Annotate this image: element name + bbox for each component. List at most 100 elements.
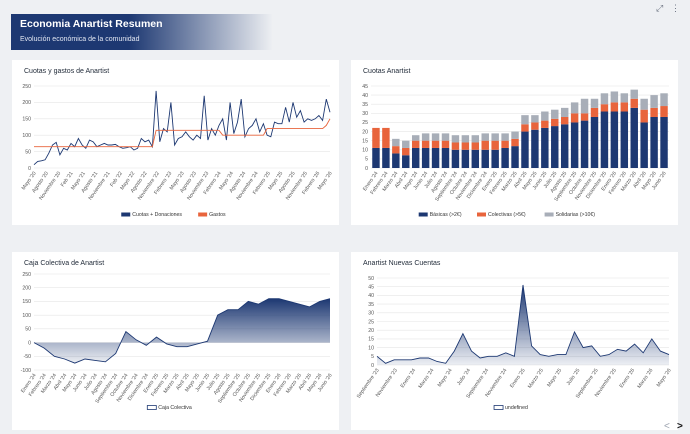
bar-segment (521, 115, 529, 125)
bar-segment (541, 120, 549, 128)
bar-segment (551, 109, 559, 119)
legend-swatch (418, 212, 428, 217)
bar-segment (650, 95, 658, 108)
bar-segment (560, 124, 569, 168)
bar-segment (610, 102, 619, 112)
y-tick-label: 15 (368, 337, 374, 343)
bar-segment (620, 102, 629, 112)
bar-segment (511, 138, 519, 147)
bar-segment (372, 147, 380, 168)
bar-segment (580, 113, 589, 121)
bar-segment (382, 127, 390, 148)
y-tick-label: 20 (368, 328, 374, 334)
bar-segment (501, 133, 509, 141)
bar-segment (402, 140, 410, 148)
bar-segment (451, 142, 460, 150)
legend-label: Solidarias (>10€) (556, 212, 596, 218)
bar-segment (501, 140, 509, 148)
bar-segment (660, 93, 668, 107)
more-icon[interactable]: ⋮ (671, 3, 680, 13)
bar-segment (580, 120, 589, 168)
y-tick-label: 150 (22, 299, 31, 305)
expand-icon[interactable]: ⤢ (656, 3, 664, 13)
legend-swatch (477, 212, 486, 217)
y-tick-label: 0 (371, 363, 374, 369)
bar-segment (551, 118, 559, 127)
y-tick-label: 50 (25, 149, 31, 155)
bar-segment (491, 133, 499, 141)
x-tick-label: Mayo '24 (437, 368, 454, 389)
x-tick-label: Enero '25 (509, 368, 527, 390)
series-line (34, 118, 331, 148)
chart-title: Caja Colectiva de Anartist (24, 260, 105, 267)
bar-segment (421, 133, 430, 141)
panel-nuevas-cuentas: Anartist Nuevas Cuentas 0 5 10 15 20 25 30 35 40… (351, 252, 678, 430)
bar-segment (481, 133, 489, 141)
legend-label: Gastos (209, 212, 226, 218)
bar-segment (531, 129, 539, 168)
area-fill (34, 298, 330, 364)
y-tick-label: 0 (28, 340, 31, 346)
x-tick-label: Enero '26 (619, 368, 637, 390)
bar-segment (491, 149, 499, 168)
bar-segment (471, 135, 480, 143)
bar-segment (570, 122, 579, 168)
legend-swatch (198, 212, 208, 217)
bar-segment (660, 116, 668, 168)
bar-segment (531, 122, 539, 130)
bar-segment (610, 91, 619, 103)
y-tick-label: -50 (24, 354, 32, 360)
legend-label: Cuotas + Donaciones (132, 212, 182, 218)
bar-segment (431, 147, 440, 168)
bar-segment (640, 109, 648, 123)
y-tick-label: 5 (365, 157, 368, 163)
bar-segment (551, 126, 559, 168)
chart-title: Anartist Nuevas Cuentas (363, 260, 441, 267)
bar-segment (590, 98, 599, 108)
y-tick-label: 5 (371, 354, 374, 360)
bar-segment (580, 98, 589, 114)
bar-segment (451, 135, 460, 143)
bar-segment (620, 111, 629, 168)
bar-segment (411, 147, 420, 168)
bar-segment (441, 133, 450, 141)
x-tick-label: Julio '24 (456, 368, 472, 387)
legend-swatch (146, 405, 157, 410)
bar-segment (421, 147, 430, 168)
bar-segment (541, 127, 549, 168)
bar-segment (392, 146, 400, 154)
bar-segment (650, 107, 658, 117)
bar-segment (451, 149, 460, 168)
bar-segment (441, 147, 450, 168)
y-tick-label: 200 (22, 100, 31, 106)
chart-title: Cuotas Anartist (363, 68, 411, 75)
bar-segment (560, 107, 569, 117)
prev-page-button[interactable]: < (664, 421, 670, 432)
bar-segment (461, 149, 470, 168)
bar-segment (461, 135, 470, 143)
dashboard-subtitle: Evolución económica de la comunidad (20, 36, 140, 43)
x-tick-label: Marzo '25 (527, 368, 545, 390)
y-tick-label: 200 (22, 286, 31, 292)
y-tick-label: 0 (28, 166, 31, 172)
legend-swatch (493, 405, 504, 410)
bar-segment (640, 98, 648, 110)
y-tick-label: 25 (362, 120, 368, 126)
next-page-button[interactable]: > (677, 421, 683, 432)
panel-cuotas-anartist: Cuotas Anartist 0 5 10 15 20 25 30 35 40 45 Enero … (351, 60, 678, 225)
x-tick-label: Mayo '26 (656, 368, 673, 389)
y-tick-label: 30 (368, 311, 374, 317)
bar-segment (560, 116, 569, 125)
dashboard-header: Economia Anartist Resumen Evolución econ… (11, 14, 273, 50)
bar-segment (511, 146, 519, 168)
x-tick-label: Marzo '24 (417, 368, 435, 390)
bar-segment (660, 106, 668, 117)
bar-segment (541, 111, 549, 121)
y-tick-label: 0 (365, 166, 368, 172)
y-tick-label: 100 (22, 313, 31, 319)
y-tick-label: 45 (362, 84, 368, 90)
y-tick-label: 35 (368, 302, 374, 308)
